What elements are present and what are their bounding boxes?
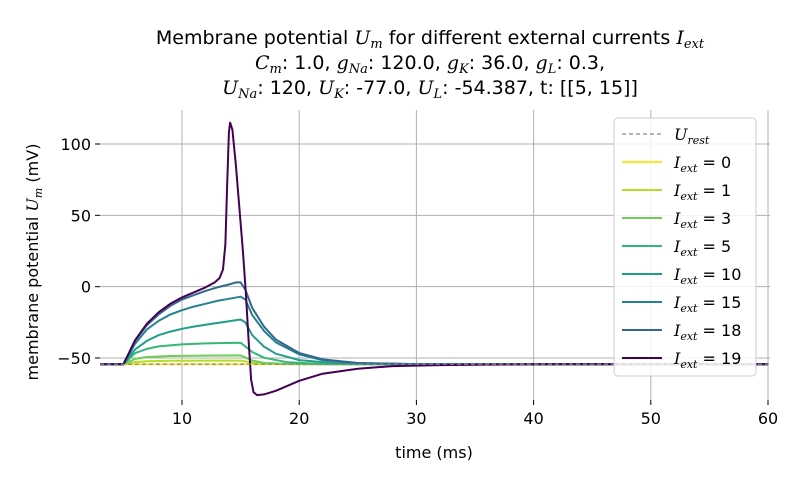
legend-label-iext-3: Iext = 3 bbox=[673, 209, 731, 231]
chart-title-line-2: Cm: 1.0, gNa: 120.0, gK: 36.0, gL: 0.3, bbox=[254, 52, 606, 77]
x-tick-label: 50 bbox=[641, 409, 661, 428]
x-tick-label: 40 bbox=[523, 409, 543, 428]
legend-label-rest: Urest bbox=[674, 125, 710, 147]
x-tick-label: 10 bbox=[172, 409, 192, 428]
legend: Urest Iext = 0 Iext = 1 Iext = 3 Iext = 5 Iex… bbox=[613, 117, 757, 377]
x-tick-label: 60 bbox=[758, 409, 778, 428]
legend-label-iext-1: Iext = 1 bbox=[673, 181, 731, 203]
series-line-iext-19 bbox=[100, 121, 768, 397]
x-tick-label: 30 bbox=[406, 409, 426, 428]
y-tick-label: 50 bbox=[71, 206, 91, 225]
axis-labels: time (ms) membrane potential Um (mV) bbox=[23, 144, 473, 462]
x-axis-label: time (ms) bbox=[395, 443, 473, 462]
legend-label-iext-15: Iext = 15 bbox=[673, 293, 741, 315]
legend-label-iext-5: Iext = 5 bbox=[673, 237, 731, 259]
series-line-iext-18 bbox=[100, 281, 768, 366]
x-tick-label: 20 bbox=[289, 409, 309, 428]
series-line-iext-10 bbox=[100, 318, 768, 366]
legend-label-iext-19: Iext = 19 bbox=[673, 349, 741, 371]
legend-label-iext-10: Iext = 10 bbox=[673, 265, 741, 287]
y-axis-label: membrane potential Um (mV) bbox=[23, 144, 45, 381]
legend-label-iext-0: Iext = 0 bbox=[673, 153, 731, 175]
series-line-iext-5 bbox=[100, 341, 768, 366]
y-tick-label: 0 bbox=[81, 278, 91, 297]
y-tick-label: 100 bbox=[60, 135, 91, 154]
chart-title-line-1: Membrane potential Um for different exte… bbox=[155, 27, 705, 52]
axis-ticks: 10 20 30 40 50 60 −50 0 50 100 bbox=[57, 135, 778, 428]
legend-box bbox=[613, 117, 757, 377]
chart-title-line-3: UNa: 120, UK: -77.0, UL: -54.387, t: [[5… bbox=[222, 77, 638, 102]
y-tick-label: −50 bbox=[57, 349, 91, 368]
legend-label-iext-18: Iext = 18 bbox=[673, 321, 741, 343]
series-line-iext-3 bbox=[100, 354, 768, 366]
